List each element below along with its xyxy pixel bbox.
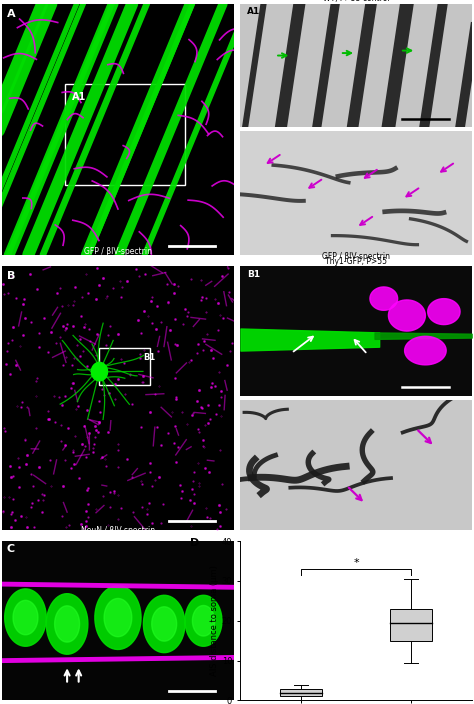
Text: A1: A1 — [247, 7, 261, 16]
Y-axis label: AIS distance to soma (μm): AIS distance to soma (μm) — [210, 565, 219, 677]
Bar — [280, 689, 322, 696]
Text: C: C — [7, 544, 15, 554]
Polygon shape — [405, 337, 446, 365]
Bar — [390, 609, 432, 641]
Text: *: * — [353, 558, 359, 567]
Polygon shape — [144, 596, 185, 653]
Polygon shape — [370, 287, 398, 310]
Text: Thy1-GFP, P>55 whole mount retina: Thy1-GFP, P>55 whole mount retina — [48, 257, 188, 265]
Text: B: B — [7, 272, 15, 282]
Text: D: D — [190, 538, 199, 548]
Polygon shape — [13, 601, 38, 635]
Polygon shape — [91, 363, 108, 381]
Text: GFP / βIV-spectrin: GFP / βIV-spectrin — [84, 247, 152, 256]
Polygon shape — [185, 596, 222, 646]
Polygon shape — [95, 586, 141, 650]
Text: GFP / βIV-spectrin: GFP / βIV-spectrin — [322, 252, 390, 261]
Polygon shape — [104, 598, 132, 636]
Polygon shape — [55, 605, 80, 642]
Text: B1: B1 — [247, 270, 261, 279]
Polygon shape — [428, 298, 460, 325]
Polygon shape — [192, 605, 215, 636]
Text: NeuN / βIV-spectrin: NeuN / βIV-spectrin — [81, 526, 155, 535]
Polygon shape — [388, 300, 425, 331]
Text: A1: A1 — [72, 92, 86, 101]
Polygon shape — [5, 589, 46, 646]
Bar — [65, 84, 185, 184]
Polygon shape — [152, 607, 177, 641]
Bar — [100, 348, 150, 385]
Text: WT, P>55 control: WT, P>55 control — [323, 0, 389, 4]
Text: B1: B1 — [143, 353, 155, 362]
Text: WT, P>55 whole mount retina: WT, P>55 whole mount retina — [61, 0, 175, 3]
Text: P>55 V1: P>55 V1 — [101, 532, 135, 541]
Text: A: A — [7, 8, 16, 18]
Text: Thy1-GFP, P>55: Thy1-GFP, P>55 — [325, 257, 387, 266]
Polygon shape — [46, 593, 88, 654]
